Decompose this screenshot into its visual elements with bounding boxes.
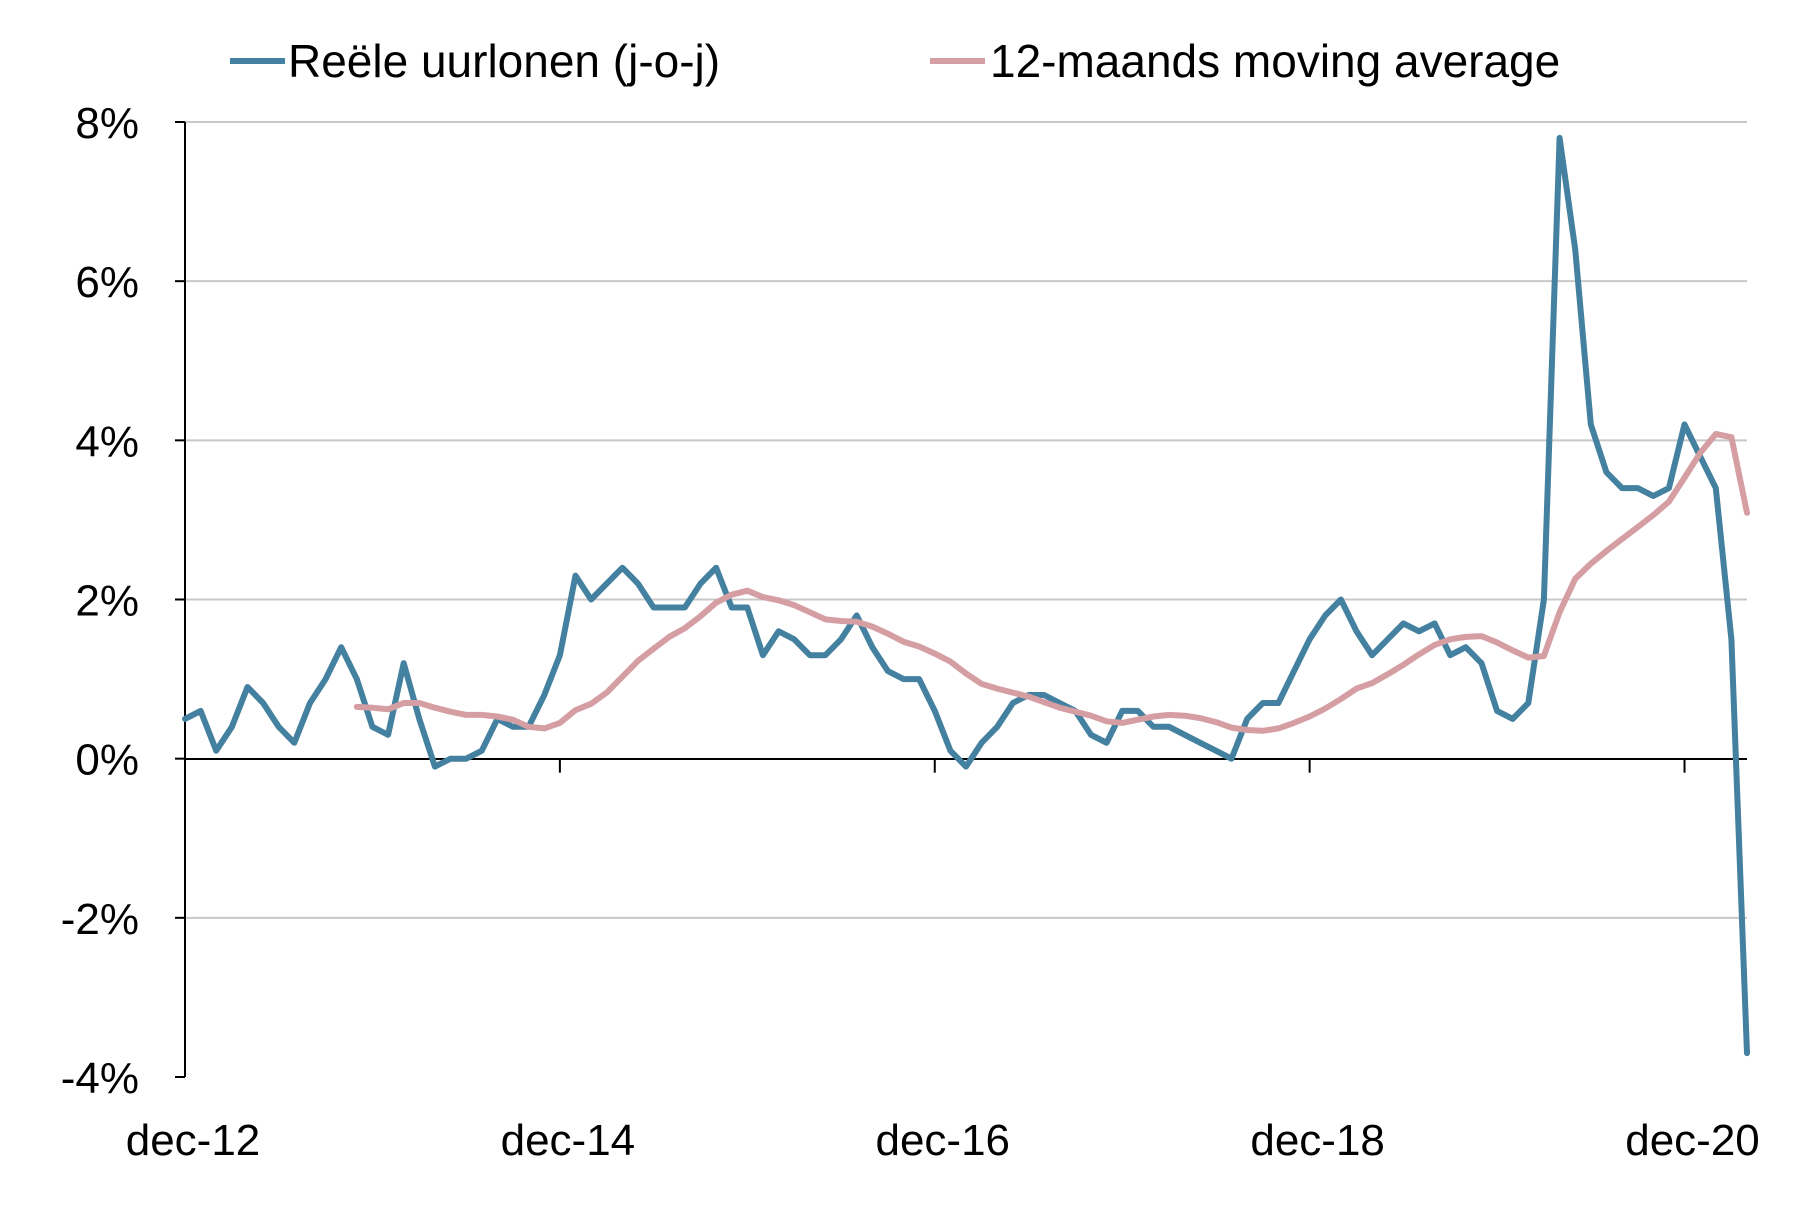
y-tick-label: -2% <box>61 895 139 944</box>
series-lines <box>182 134 1750 1057</box>
legend-label-series-1: Reële uurlonen (j-o-j) <box>288 35 720 87</box>
legend: Reële uurlonen (j-o-j) 12-maands moving … <box>230 35 1560 87</box>
series-line-2 <box>353 431 1750 734</box>
y-tick-label: -4% <box>61 1054 139 1103</box>
gridlines <box>185 121 1747 919</box>
y-tick-label: 6% <box>75 258 139 307</box>
y-tick-label: 4% <box>75 417 139 466</box>
x-tick-label: dec-12 <box>126 1116 261 1165</box>
x-tick-label: dec-16 <box>875 1116 1010 1165</box>
x-tick-label: dec-18 <box>1250 1116 1385 1165</box>
y-axis-ticks: 8% 6% 4% 2% 0% -2% -4% <box>61 99 185 1103</box>
y-tick-label: 0% <box>75 736 139 785</box>
y-tick-label: 8% <box>75 99 139 148</box>
y-tick-label: 2% <box>75 577 139 626</box>
series-line-1 <box>182 134 1750 1057</box>
x-tick-label: dec-14 <box>501 1116 636 1165</box>
x-tick-label: dec-20 <box>1625 1116 1760 1165</box>
legend-label-series-2: 12-maands moving average <box>990 35 1560 87</box>
x-axis-ticks: dec-12 dec-14 dec-16 dec-18 dec-20 <box>126 758 1760 1165</box>
